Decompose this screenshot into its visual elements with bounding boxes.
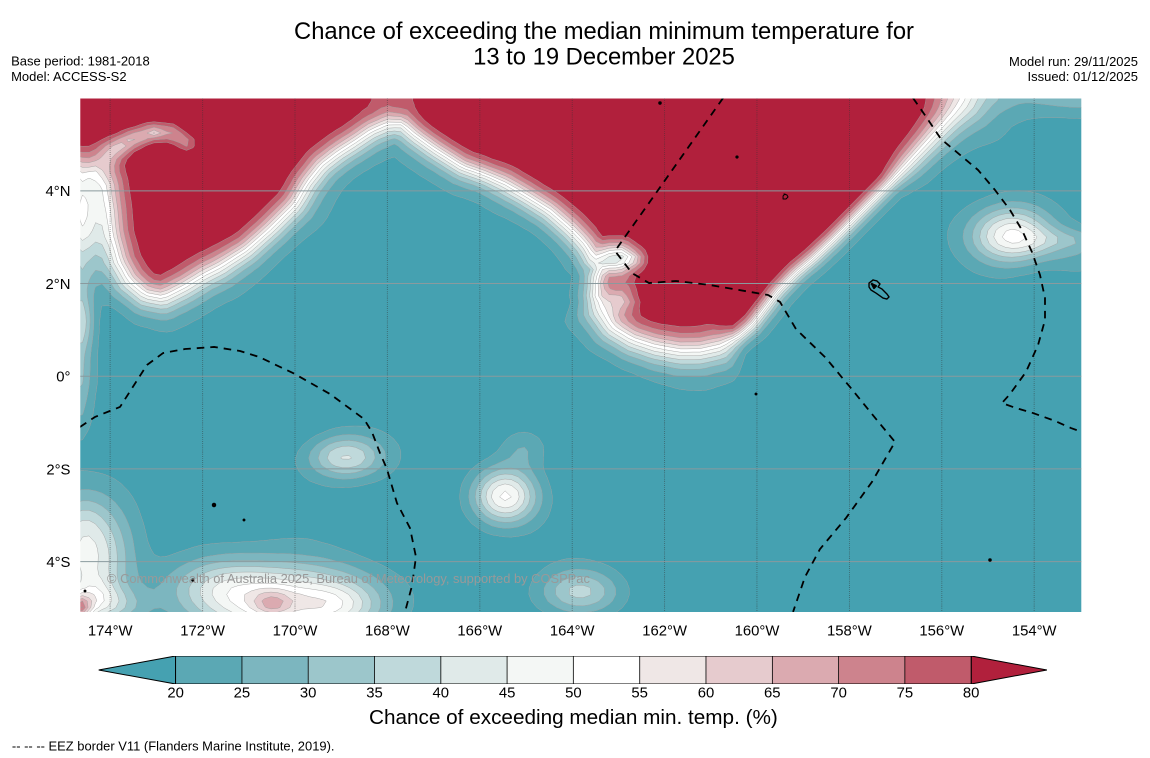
svg-text:160°W: 160°W: [735, 624, 780, 640]
svg-text:Issued: 01/12/2025: Issued: 01/12/2025: [1028, 69, 1138, 84]
svg-text:70: 70: [830, 686, 847, 702]
svg-text:13 to 19 December 2025: 13 to 19 December 2025: [473, 44, 735, 71]
svg-text:4°S: 4°S: [46, 555, 70, 571]
svg-text:0°: 0°: [56, 370, 70, 386]
svg-text:4°N: 4°N: [46, 184, 71, 200]
svg-text:166°W: 166°W: [457, 624, 502, 640]
svg-text:158°W: 158°W: [827, 624, 872, 640]
svg-text:45: 45: [499, 686, 516, 702]
svg-text:2°S: 2°S: [46, 462, 70, 478]
svg-text:Model: ACCESS-S2: Model: ACCESS-S2: [11, 69, 126, 84]
svg-text:168°W: 168°W: [365, 624, 410, 640]
svg-text:50: 50: [565, 686, 582, 702]
svg-text:-- -- -- EEZ border V11 (Fla: -- -- -- EEZ border V11 (Flanders Marine…: [12, 739, 335, 754]
svg-text:162°W: 162°W: [642, 624, 687, 640]
svg-text:Model run: 29/11/2025: Model run: 29/11/2025: [1009, 54, 1138, 69]
svg-text:172°W: 172°W: [180, 624, 225, 640]
svg-text:170°W: 170°W: [273, 624, 318, 640]
svg-text:75: 75: [897, 686, 914, 702]
svg-text:154°W: 154°W: [1012, 624, 1057, 640]
svg-text:Chance of exceeding the median: Chance of exceeding the median minimum t…: [294, 18, 914, 45]
svg-text:164°W: 164°W: [550, 624, 595, 640]
svg-text:Chance of exceeding median min: Chance of exceeding median min. temp. (%…: [369, 706, 778, 729]
svg-text:60: 60: [698, 686, 715, 702]
svg-text:20: 20: [167, 686, 184, 702]
svg-text:40: 40: [433, 686, 450, 702]
svg-text:35: 35: [366, 686, 383, 702]
svg-text:174°W: 174°W: [88, 624, 133, 640]
svg-text:156°W: 156°W: [919, 624, 964, 640]
svg-text:© Commonwealth of Australia 20: © Commonwealth of Australia 2025, Bureau…: [107, 571, 590, 586]
svg-text:Base period: 1981-2018: Base period: 1981-2018: [11, 53, 150, 68]
svg-text:25: 25: [234, 686, 251, 702]
svg-text:55: 55: [631, 686, 648, 702]
svg-text:30: 30: [300, 686, 317, 702]
svg-text:65: 65: [764, 686, 781, 702]
svg-text:2°N: 2°N: [46, 277, 71, 293]
svg-text:80: 80: [963, 686, 980, 702]
